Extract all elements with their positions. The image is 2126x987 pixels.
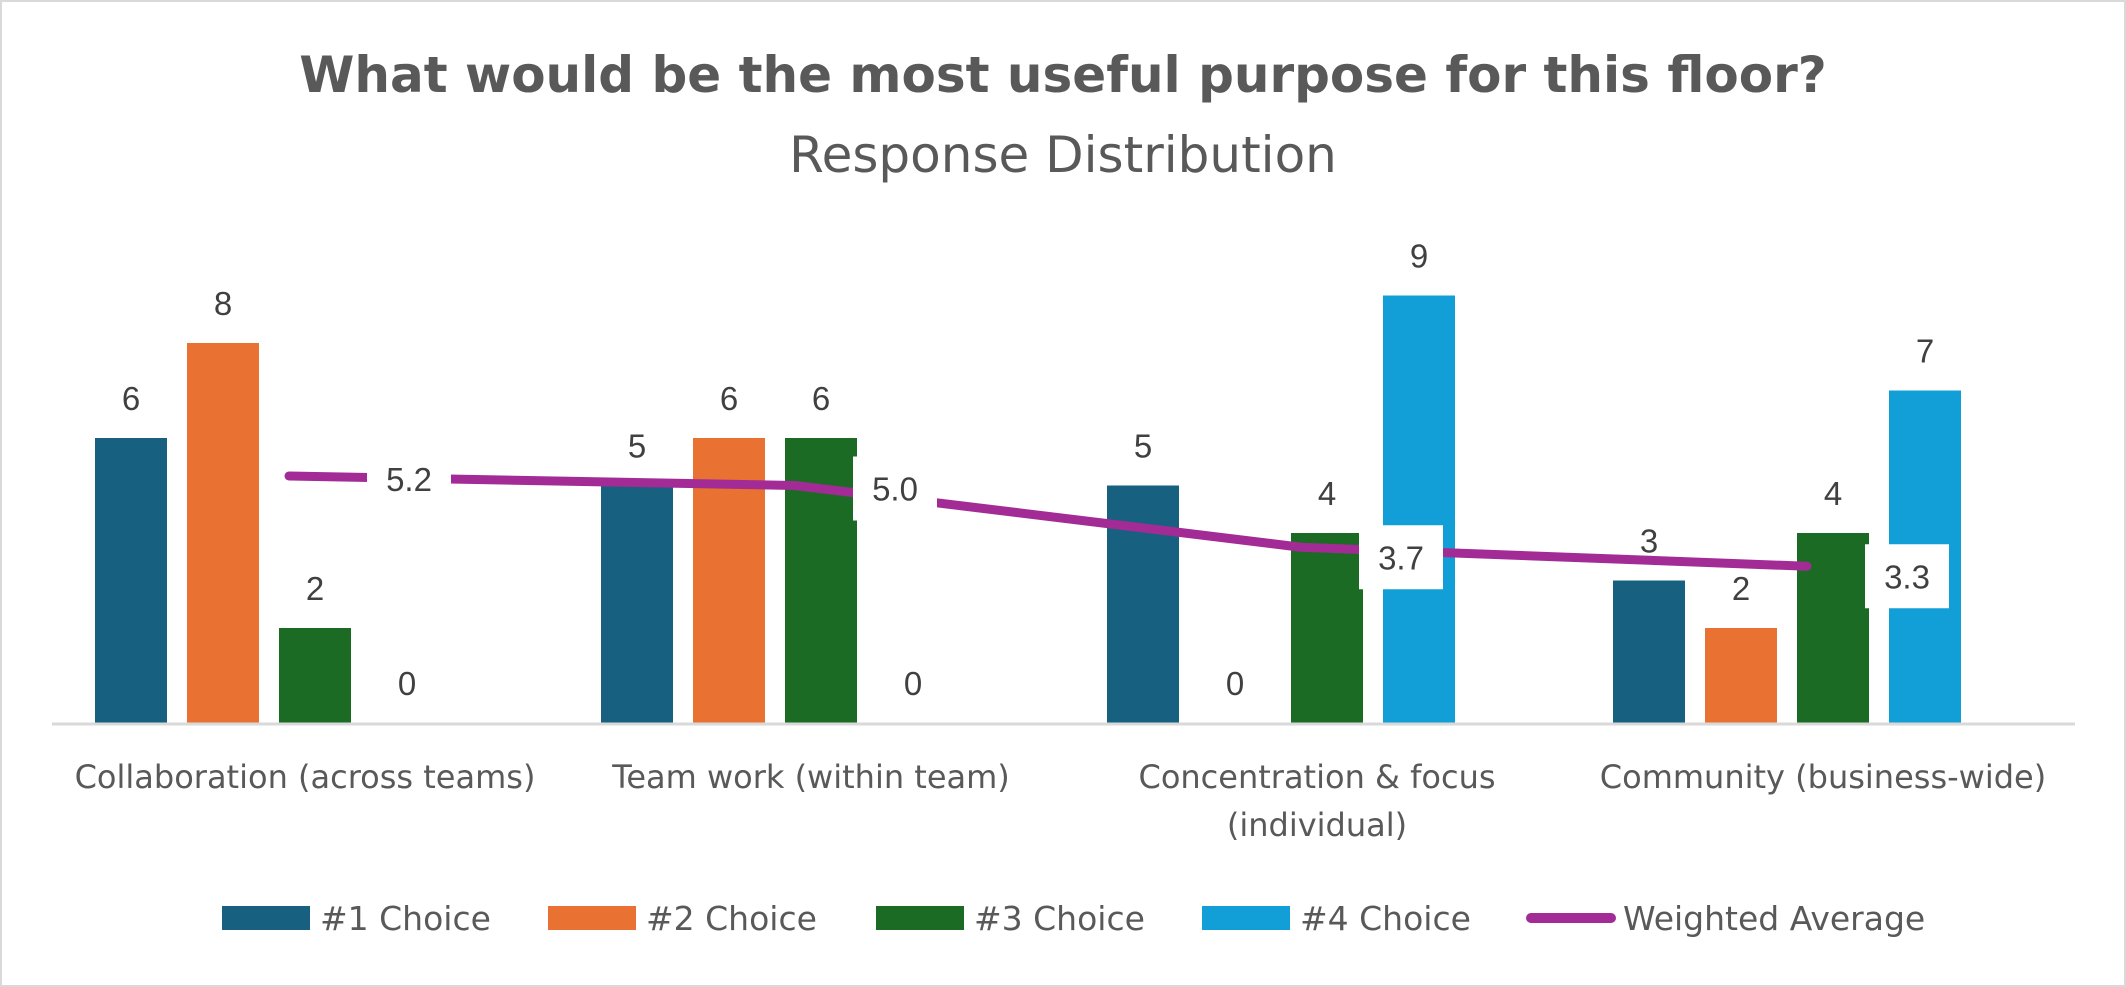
average-label-background [1359,525,1443,590]
bar-value-label: 3 [1640,523,1658,560]
legend-swatch-4-choice [1202,906,1290,930]
average-value-label: 5.2 [386,461,432,498]
chart-subtitle: Response Distribution [789,126,1337,184]
legend-swatch-3-choice [876,906,964,930]
category-label: Collaboration (across teams) [75,758,536,796]
bar-1-choice-1 [95,438,167,723]
average-value-label: 3.3 [1884,558,1930,595]
legend-label: Weighted Average [1623,899,1925,938]
bar-value-label: 0 [904,665,922,702]
bar-3-choice-3 [1291,533,1363,723]
bar-value-label: 9 [1410,238,1428,275]
average-label-background [1865,544,1949,609]
bar-value-label: 0 [1226,665,1244,702]
bar-value-label: 4 [1824,475,1842,512]
bar-value-label: 6 [812,380,830,417]
bar-3-choice-4 [1797,533,1869,723]
legend-label: #1 Choice [320,899,491,938]
bar-value-label: 0 [398,665,416,702]
bar-2-choice-1 [187,343,259,723]
bar-1-choice-4 [1613,580,1685,723]
bar-labels-layer: 6 5 5 3 8 6 0 2 2 6 4 4 0 0 9 7 [122,238,1934,703]
legend-label: #2 Choice [646,899,817,938]
category-label: (individual) [1227,806,1407,844]
legend-swatch-1-choice [222,906,310,930]
bar-value-label: 7 [1916,333,1934,370]
average-label-background [367,447,451,511]
bar-value-label: 2 [306,570,324,607]
bar-2-choice-4 [1705,628,1777,723]
bar-value-label: 6 [122,380,140,417]
bar-value-label: 5 [628,428,646,465]
bar-3-choice-1 [279,628,351,723]
category-label: Team work (within team) [611,758,1010,796]
bar-3-choice-2 [785,438,857,723]
legend-label: #4 Choice [1300,899,1471,938]
weighted-average-line [284,471,1812,571]
bar-1-choice-2 [601,485,673,723]
average-label-background [853,456,937,521]
average-value-label: 3.7 [1378,539,1424,576]
category-label: Concentration & focus [1138,758,1495,796]
category-labels-layer: Collaboration (across teams) Team work (w… [75,758,2047,844]
bar-value-label: 2 [1732,570,1750,607]
bar-value-label: 4 [1318,475,1336,512]
average-value-label: 5.0 [872,471,918,508]
category-label: Community (business-wide) [1600,758,2046,796]
legend: #1 Choice #2 Choice #3 Choice #4 Choice Weig… [222,899,1925,938]
bar-value-label: 5 [1134,428,1152,465]
bar-value-label: 6 [720,380,738,417]
bar-value-label: 8 [214,285,232,322]
weighted-average-layer: 5.2 5.0 3.7 3.3 [284,447,1949,609]
legend-label: #3 Choice [974,899,1145,938]
bar-4-choice-3 [1383,295,1455,723]
legend-swatch-2-choice [548,906,636,930]
chart-title: What would be the most useful purpose fo… [299,46,1827,104]
